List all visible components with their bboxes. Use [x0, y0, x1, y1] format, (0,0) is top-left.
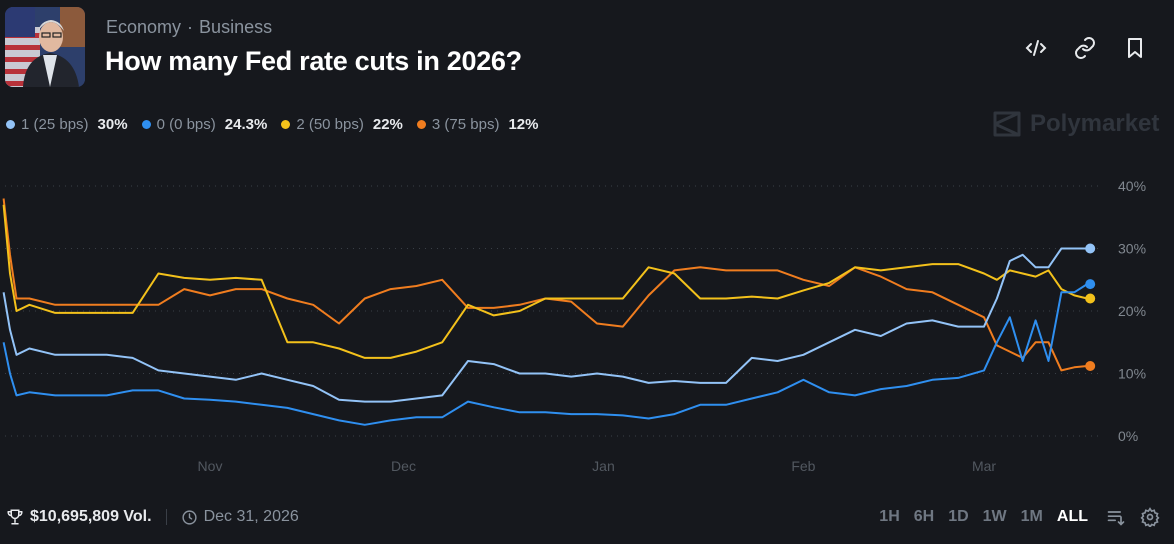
legend-swatch [6, 120, 15, 129]
divider [165, 509, 167, 525]
page-title: How many Fed rate cuts in 2026? [105, 46, 522, 76]
market-info: $10,695,809 Vol. Dec 31, 2026 [6, 508, 299, 526]
legend-swatch [416, 120, 426, 129]
x-tick-label: Mar [972, 458, 996, 474]
legend-value: 12% [508, 116, 539, 133]
embed-button[interactable] [1024, 36, 1048, 60]
legend-value: 30% [97, 116, 128, 133]
y-tick-label: 0% [1118, 428, 1138, 444]
series-line-0 [2, 247, 1088, 403]
range-all[interactable]: ALL [1056, 508, 1088, 525]
market-image [5, 7, 85, 87]
range-1h[interactable]: 1H [879, 508, 900, 525]
legend-label: 0 (0 bps) [156, 116, 216, 133]
legend-swatch [141, 120, 151, 129]
legend-label: 3 (75 bps) [431, 116, 500, 133]
legend-value: 22% [372, 116, 403, 133]
legend-item-1-cut: 1 (25 bps) 30% [6, 116, 128, 133]
sort-icon[interactable] [1106, 507, 1126, 527]
legend-item-0-cuts: 0 (0 bps) 24.3% [141, 116, 268, 133]
y-tick-label: 30% [1118, 241, 1146, 257]
bookmark-button[interactable] [1123, 36, 1147, 60]
legend-label: 2 (50 bps) [296, 116, 364, 133]
link-icon [1075, 37, 1095, 59]
breadcrumb-separator: · [187, 17, 194, 37]
series-end-point-0 [1085, 243, 1096, 254]
range-1w[interactable]: 1W [982, 508, 1007, 525]
legend-swatch [281, 120, 291, 129]
series-line-3 [2, 198, 1088, 372]
range-6h[interactable]: 6H [913, 508, 935, 525]
series-end-point-1 [1085, 279, 1096, 290]
legend-label: 1 (25 bps) [21, 116, 89, 133]
series-end-point-3 [1085, 361, 1096, 371]
x-tick-label: Feb [791, 458, 815, 474]
clock-icon [181, 509, 197, 525]
legend-item-2-cuts: 2 (50 bps) 22% [281, 116, 403, 133]
category-business[interactable]: Business [199, 17, 273, 37]
breadcrumb: Economy · Business [106, 17, 272, 38]
bookmark-icon [1128, 38, 1142, 58]
series-end-point-2 [1085, 293, 1096, 304]
polymarket-watermark: Polymarket [992, 110, 1159, 138]
end-date: Dec 31, 2026 [203, 508, 299, 525]
watermark-text: Polymarket [1030, 110, 1160, 137]
copy-link-button[interactable] [1073, 36, 1097, 60]
embed-code-icon [1025, 40, 1047, 56]
series-line-2 [2, 204, 1088, 359]
category-economy[interactable]: Economy [106, 17, 182, 37]
legend-item-3-cuts: 3 (75 bps) 12% [416, 116, 539, 133]
chart-legend: 1 (25 bps) 30% 0 (0 bps) 24.3% 2 (50 bps) 2… [6, 116, 538, 133]
range-1d[interactable]: 1D [948, 508, 969, 525]
x-tick-label: Dec [391, 458, 416, 474]
y-tick-label: 40% [1118, 178, 1146, 194]
x-tick-label: Nov [198, 458, 223, 474]
trophy-icon [7, 509, 23, 525]
settings-gear-icon[interactable] [1140, 507, 1160, 527]
y-tick-label: 20% [1118, 303, 1146, 319]
time-range-selector: 1H 6H 1D 1W 1M ALL [879, 507, 1160, 527]
legend-value: 24.3% [224, 116, 268, 133]
y-tick-label: 10% [1118, 366, 1146, 382]
range-1m[interactable]: 1M [1020, 508, 1043, 525]
series-line-1 [2, 283, 1088, 426]
polymarket-logo-icon [993, 111, 1021, 137]
fed-chair-photo-icon [5, 7, 85, 87]
volume-label: $10,695,809 Vol. [30, 508, 152, 525]
x-tick-label: Jan [592, 458, 615, 474]
